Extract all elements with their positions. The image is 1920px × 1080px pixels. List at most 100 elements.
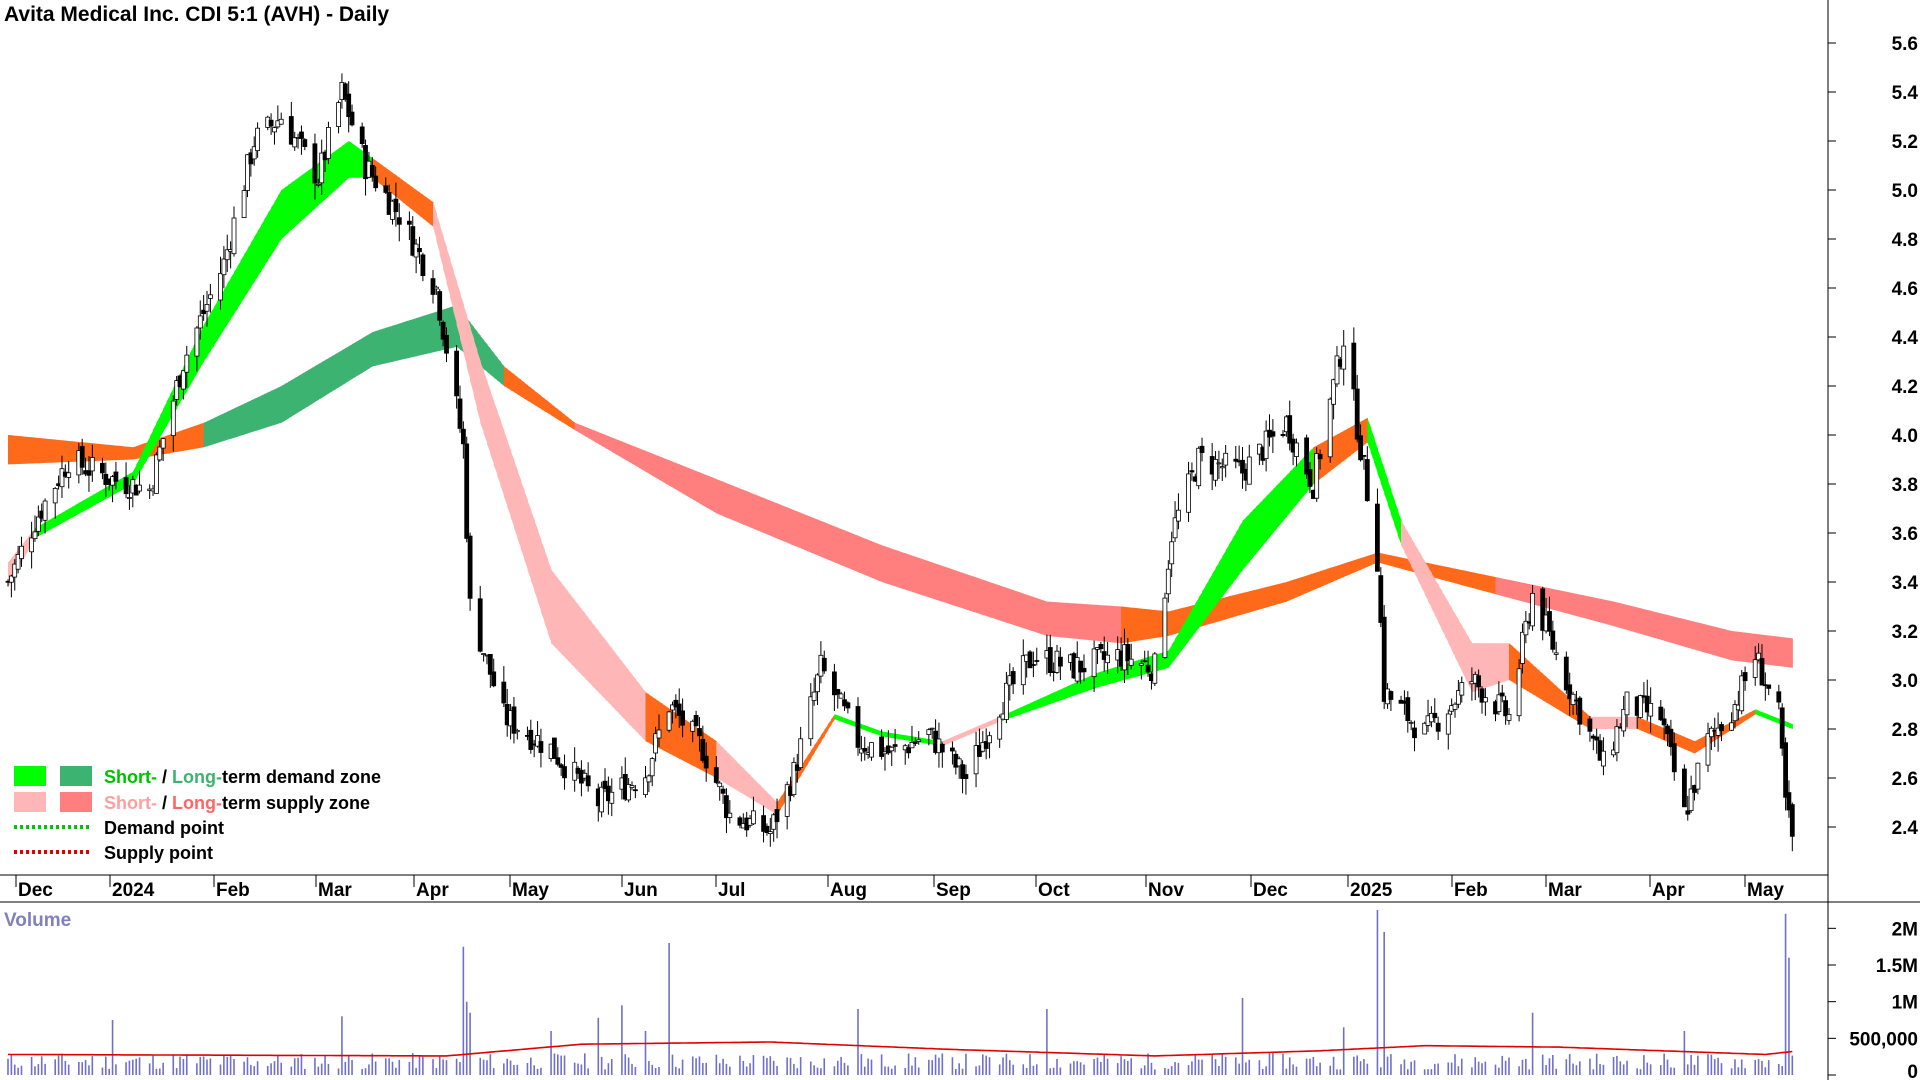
long-term-zone-segment (793, 510, 798, 547)
y-tick-label: 3.6 (1892, 524, 1918, 545)
short-term-zone-segment (1424, 561, 1429, 602)
x-tick-label: May (512, 880, 549, 901)
long-term-zone-segment (1215, 598, 1220, 623)
candle-body (1661, 718, 1667, 726)
candle-body (767, 831, 773, 834)
short-term-zone-segment (1532, 664, 1537, 697)
short-term-zone-segment (514, 460, 518, 539)
short-term-zone-segment (190, 345, 195, 385)
short-term-zone-segment (1249, 510, 1254, 562)
candle-body (1176, 509, 1181, 522)
short-term-zone-segment (1380, 459, 1385, 494)
x-tick-label: Apr (1652, 880, 1685, 901)
short-term-zone-segment (1431, 573, 1436, 616)
long-term-zone-segment (1269, 585, 1274, 607)
candle-body (960, 764, 965, 779)
long-term-zone-segment (95, 443, 100, 461)
short-term-zone-segment (1111, 667, 1115, 684)
long-term-zone-segment (837, 527, 842, 566)
candle-body (36, 516, 41, 532)
short-term-zone-segment (1208, 573, 1213, 615)
short-term-zone-segment (200, 324, 205, 368)
long-term-zone-segment (358, 338, 363, 375)
candle-body (1081, 667, 1087, 673)
short-term-zone-segment (1505, 643, 1510, 682)
short-term-zone-segment (1549, 680, 1554, 707)
short-term-zone-segment (1610, 716, 1615, 729)
candle-body (552, 737, 557, 759)
short-term-zone-segment (500, 421, 505, 497)
short-term-zone-segment (567, 591, 572, 665)
candle-body (207, 294, 213, 299)
legend-demand-text: Short- / Long-term demand zone (104, 767, 381, 787)
candle-body (514, 730, 520, 733)
short-term-zone-segment (48, 518, 53, 531)
long-term-zone-segment (571, 420, 576, 431)
long-term-zone-segment (1222, 597, 1227, 621)
short-term-zone-segment (965, 729, 970, 737)
candle-body (157, 446, 163, 461)
long-term-zone-segment (483, 340, 488, 372)
candle-body (272, 127, 277, 133)
x-tick-label: 2025 (1350, 880, 1393, 901)
y-tick-label: 4.2 (1892, 377, 1918, 398)
long-term-zone-segment (1225, 596, 1230, 620)
candle-body (1658, 706, 1664, 721)
short-term-zone-segment (972, 726, 977, 734)
y-tick-label: 4.8 (1892, 230, 1918, 251)
candle-body (987, 735, 992, 744)
short-term-zone-segment (527, 500, 532, 581)
long-term-zone-segment (223, 411, 228, 441)
candle-body (774, 809, 780, 823)
candle-body (32, 531, 38, 540)
candle-body (437, 291, 443, 321)
candle-body (1010, 671, 1016, 685)
long-term-zone-segment (1148, 609, 1152, 639)
long-term-zone-segment (449, 306, 454, 349)
short-term-zone-segment (119, 477, 124, 492)
short-term-zone-segment (1765, 713, 1770, 720)
short-term-zone-segment (1421, 555, 1426, 595)
candle-body (1668, 728, 1674, 748)
candle-body (1098, 644, 1104, 650)
short-term-zone-segment (547, 559, 552, 644)
short-term-zone-segment (1296, 461, 1301, 505)
long-term-zone-segment (1289, 579, 1294, 601)
long-term-zone-segment (1637, 607, 1642, 634)
long-term-zone-segment (1343, 562, 1348, 577)
short-term-zone-segment (1596, 716, 1601, 729)
candle-body (1570, 693, 1576, 705)
long-term-zone-segment (1762, 634, 1766, 665)
short-term-zone-segment (1677, 734, 1682, 748)
long-term-zone-segment (365, 334, 370, 371)
candle-body (1530, 593, 1535, 627)
candle-body (1412, 727, 1417, 739)
long-term-zone-segment (136, 444, 141, 459)
short-term-zone-segment (1367, 417, 1372, 453)
long-term-zone-segment (726, 483, 731, 519)
short-term-zone-segment (1741, 714, 1746, 723)
short-term-zone-segment (1077, 680, 1082, 695)
short-term-zone-segment (247, 242, 252, 293)
short-term-zone-segment (817, 735, 822, 748)
long-term-zone-segment (770, 500, 775, 538)
candle-body (1317, 454, 1323, 460)
long-term-zone-segment (878, 543, 883, 582)
long-term-zone-segment (665, 459, 670, 486)
candle-body (626, 784, 631, 801)
long-term-zone-segment (679, 464, 684, 494)
short-term-zone-segment (1100, 670, 1105, 687)
long-term-zone-segment (1694, 621, 1699, 651)
candle-body (666, 711, 672, 731)
short-term-zone-segment (824, 724, 829, 737)
short-term-zone-segment (1495, 643, 1500, 685)
short-term-zone-segment (1343, 428, 1348, 461)
long-term-zone-segment (912, 555, 916, 593)
short-term-zone-segment (470, 327, 475, 395)
long-term-zone-segment (422, 314, 427, 355)
long-term-zone-segment (1525, 583, 1530, 604)
candle-body (278, 118, 284, 125)
long-term-zone-segment (800, 512, 805, 550)
long-term-zone-segment (1559, 590, 1564, 613)
candle-body (153, 454, 159, 494)
